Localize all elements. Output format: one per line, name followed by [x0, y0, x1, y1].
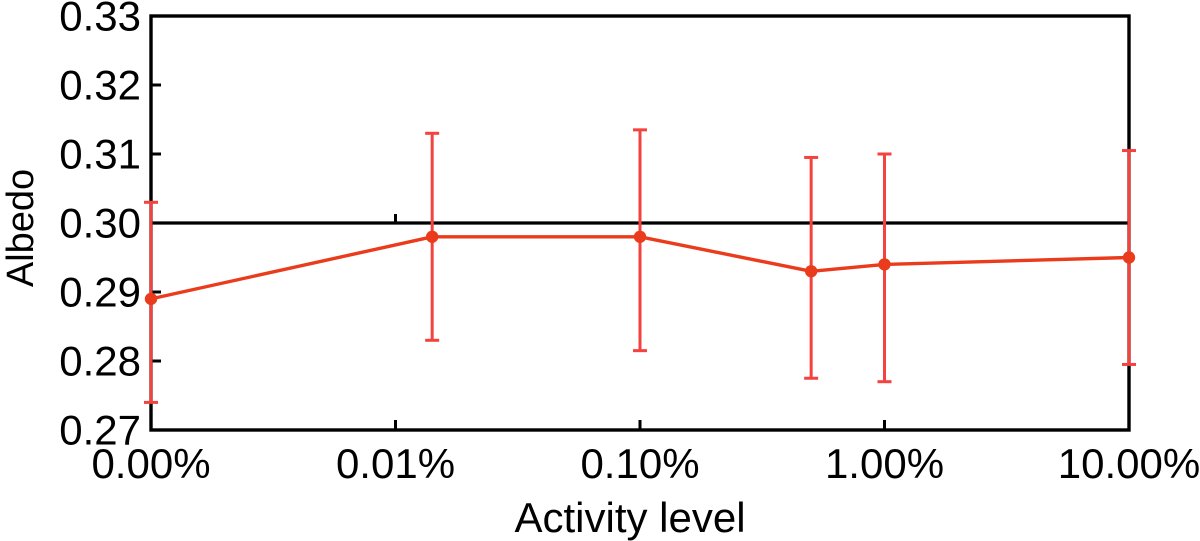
x-tick-label: 0.00% — [91, 440, 210, 487]
data-line — [150, 235, 1130, 301]
data-point — [878, 258, 891, 271]
data-point — [425, 230, 439, 243]
x-tick-label: 0.01% — [336, 440, 455, 487]
y-tick-label: 0.31 — [59, 131, 141, 178]
x-tick-label: 1.00% — [825, 440, 944, 487]
chart-generated-layer: 0.33 0.32 0.31 0.30 0.29 0.28 0.270.00% 0.01% 0.… — [59, 0, 1200, 487]
y-tick-label: 0.28 — [59, 338, 141, 385]
y-tick-label: 0.29 — [59, 269, 141, 316]
x-tick-label: 10.00% — [1058, 440, 1200, 487]
data-point — [144, 292, 158, 306]
data-point — [1122, 251, 1136, 264]
y-tick-label: 0.27 — [59, 407, 141, 454]
y-tick-label: 0.32 — [59, 62, 141, 109]
x-axis-title: Activity level — [514, 494, 745, 541]
y-tick-label: 0.30 — [59, 200, 141, 247]
data-point — [804, 265, 818, 278]
x-tick-label: 0.10% — [580, 440, 699, 487]
y-tick-label: 0.33 — [59, 0, 141, 40]
data-point — [633, 230, 647, 243]
y-axis-title: Albedo — [0, 169, 42, 287]
